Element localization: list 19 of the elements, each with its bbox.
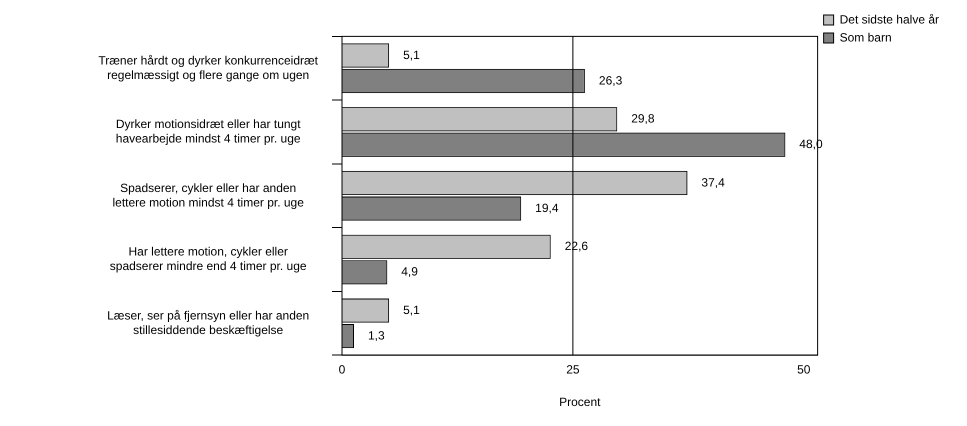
y-tick-label: Træner hårdt og dyrker konkurrenceidræt regelmæssigt og flere gange om ugen [98, 53, 319, 82]
y-tick-label: Har lettere motion, cykler eller spadserer mindre end 4 timer pr. uge [110, 244, 307, 274]
x-tick-label: 50 [797, 362, 811, 377]
y-tick-label: Dyrker motionsidræt eller har tungt havearbejde mindst 4 timer pr. uge [116, 117, 302, 146]
data-label: 5,1 [403, 302, 420, 317]
legend-label: Som barn [840, 30, 892, 44]
data-label: 37,4 [701, 175, 726, 190]
data-label: 26,3 [598, 73, 623, 88]
data-label: 19,4 [535, 200, 559, 215]
y-tick-label: Spadserer, cykler eller har anden lettere motion mindst 4 timer pr. uge [112, 180, 304, 210]
x-tick-label: 0 [338, 362, 346, 377]
x-tick-label: 25 [566, 362, 580, 377]
data-label: 29,8 [631, 112, 655, 126]
data-label: 5,1 [403, 48, 420, 62]
data-label: 1,3 [368, 328, 386, 342]
x-axis-title: Procent [559, 395, 602, 410]
y-tick-label: Læser, ser på fjernsyn eller har anden stillesiddende beskæftigelse [107, 308, 310, 337]
data-label: 4,9 [401, 264, 418, 279]
legend-label: Det sidste halve år [840, 12, 940, 26]
